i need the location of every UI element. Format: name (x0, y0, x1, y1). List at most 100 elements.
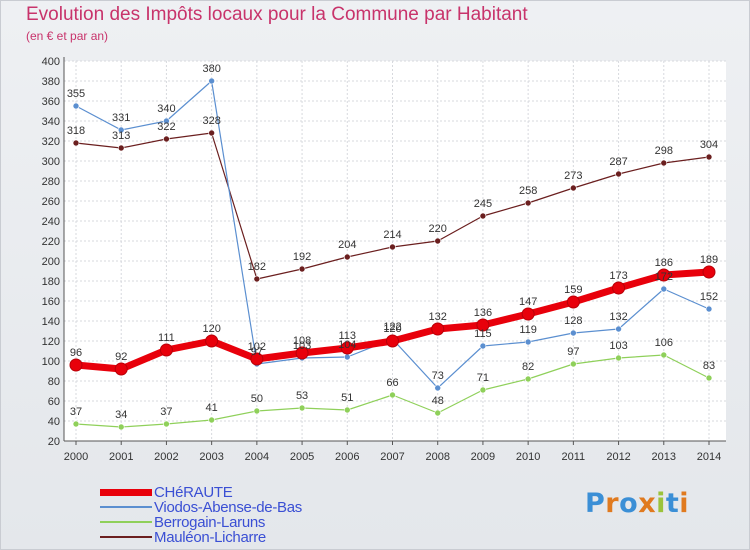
data-label-berrogain: 103 (609, 340, 627, 352)
data-label-mauleon: 322 (157, 121, 175, 133)
data-label-berrogain: 48 (432, 395, 444, 407)
x-tick-label: 2014 (697, 451, 721, 463)
data-label-cheraute: 92 (115, 351, 127, 363)
point-mauleon (163, 135, 170, 143)
point-berrogain (208, 416, 215, 424)
data-label-mauleon: 328 (202, 115, 220, 127)
data-label-mauleon: 298 (655, 145, 673, 157)
legend-swatch-viodos (100, 506, 152, 508)
y-tick-label: 180 (42, 276, 60, 288)
x-tick-label: 2010 (516, 451, 540, 463)
data-label-mauleon: 214 (383, 229, 401, 241)
point-mauleon (615, 170, 622, 178)
point-viodos (163, 117, 170, 125)
point-mauleon (389, 243, 396, 251)
data-label-viodos: 380 (202, 63, 220, 75)
logo-letter: o (619, 488, 639, 519)
data-label-mauleon: 192 (293, 251, 311, 263)
point-berrogain (660, 351, 668, 359)
grid-layer (64, 60, 726, 442)
x-tick-label: 2002 (154, 451, 178, 463)
legend-label-cheraute: CHéRAUTE (154, 484, 233, 501)
data-label-berrogain: 71 (477, 372, 489, 384)
legend-label-viodos: Viodos-Abense-de-Bas (154, 499, 302, 516)
point-cheraute (476, 318, 490, 332)
data-label-berrogain: 51 (341, 392, 353, 404)
legend-swatch-berrogain (100, 521, 152, 523)
point-cheraute (205, 334, 219, 348)
data-label-viodos: 73 (432, 370, 444, 382)
point-viodos (570, 329, 577, 337)
data-label-berrogain: 53 (296, 390, 308, 402)
data-label-viodos: 103 (293, 340, 311, 352)
data-label-viodos: 122 (383, 321, 401, 333)
data-label-berrogain: 97 (567, 346, 579, 358)
y-tick-label: 160 (42, 296, 60, 308)
data-label-berrogain: 66 (386, 377, 398, 389)
legend-item-viodos[interactable]: Viodos-Abense-de-Bas (100, 499, 430, 516)
point-mauleon (72, 139, 80, 147)
legend-item-cheraute[interactable]: CHéRAUTE (100, 484, 430, 501)
point-viodos (705, 305, 713, 313)
point-viodos (343, 353, 351, 361)
point-cheraute (114, 362, 128, 376)
logo-letter: r (605, 488, 620, 519)
legend-item-berrogain[interactable]: Berrogain-Laruns (100, 514, 430, 531)
point-cheraute (612, 281, 626, 295)
data-label-cheraute: 113 (339, 330, 357, 342)
data-label-cheraute: 173 (609, 270, 627, 282)
data-label-layer: 318 313 322 328 182 192 204 214 220 245 258 273 287 2… (67, 63, 718, 421)
point-cheraute (250, 352, 264, 366)
point-cheraute (702, 265, 716, 279)
data-label-mauleon: 182 (248, 261, 266, 273)
y-tick-label: 400 (42, 56, 60, 68)
data-label-mauleon: 245 (474, 198, 492, 210)
point-cheraute (386, 334, 399, 348)
x-tick-label: 2013 (652, 451, 676, 463)
data-label-berrogain: 37 (70, 406, 82, 418)
point-berrogain (117, 423, 125, 431)
proxiti-logo[interactable]: Proxiti (585, 488, 689, 519)
point-cheraute (521, 307, 535, 321)
legend-swatch-cheraute (100, 489, 152, 496)
point-viodos (524, 338, 532, 346)
y-tick-label: 80 (48, 376, 60, 388)
point-berrogain (615, 354, 622, 362)
x-tick-label: 2006 (335, 451, 359, 463)
point-mauleon (570, 184, 577, 192)
data-label-viodos: 119 (519, 324, 537, 336)
point-cheraute (566, 295, 580, 309)
point-cheraute (295, 346, 309, 360)
point-mauleon (705, 153, 713, 161)
y-tick-label: 20 (48, 436, 60, 448)
point-berrogain (705, 374, 713, 382)
data-label-berrogain: 37 (160, 406, 172, 418)
point-mauleon (253, 275, 261, 283)
data-label-berrogain: 83 (703, 360, 715, 372)
data-label-viodos: 152 (700, 291, 718, 303)
legend-item-mauleon[interactable]: Mauléon-Licharre (100, 529, 430, 546)
data-label-cheraute: 120 (383, 323, 401, 335)
y-tick-label: 60 (48, 396, 60, 408)
point-viodos (72, 102, 80, 110)
legend-swatch-mauleon (100, 536, 152, 538)
data-label-viodos: 97 (251, 346, 263, 358)
legend-label-mauleon: Mauléon-Licharre (154, 529, 266, 546)
x-tick-label: 2003 (199, 451, 223, 463)
point-cheraute (159, 343, 173, 357)
data-label-mauleon: 304 (700, 139, 718, 151)
point-viodos (660, 285, 668, 293)
point-viodos (208, 77, 215, 85)
data-label-mauleon: 313 (112, 130, 130, 142)
y-tick-label: 300 (42, 156, 60, 168)
logo-letter: x (638, 488, 657, 519)
data-label-mauleon: 258 (519, 185, 537, 197)
data-label-viodos: 331 (112, 112, 130, 124)
y-tick-label: 200 (42, 256, 60, 268)
logo-letter: P (585, 488, 606, 519)
data-label-cheraute: 96 (70, 347, 82, 359)
data-label-cheraute: 132 (429, 311, 447, 323)
y-tick-label: 280 (42, 176, 60, 188)
point-berrogain (434, 409, 442, 417)
